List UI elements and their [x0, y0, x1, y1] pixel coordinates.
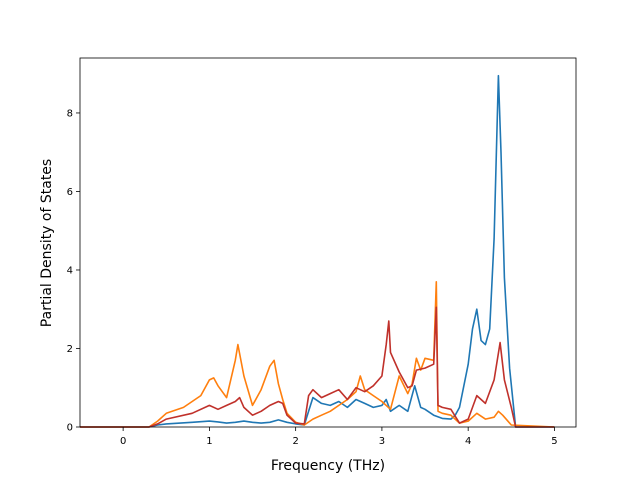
series-line-3 [80, 306, 555, 428]
series-line-2 [80, 280, 555, 428]
y-axis-ticks: 0 2 4 6 8 [67, 108, 80, 434]
plot-frame [79, 57, 577, 428]
x-tick-label: 1 [206, 436, 212, 447]
y-tick-label: 8 [67, 108, 73, 119]
series-line-1 [80, 74, 555, 428]
y-tick-label: 4 [67, 265, 73, 276]
y-tick-label: 0 [67, 423, 73, 434]
x-tick-label: 0 [120, 436, 126, 447]
y-tick-label: 6 [67, 187, 73, 198]
y-tick-label: 2 [67, 344, 73, 355]
x-tick-label: 2 [292, 436, 298, 447]
plot-lines [80, 74, 555, 428]
y-axis-label: Partial Density of States [39, 159, 55, 327]
x-axis-label: Frequency (THz) [271, 458, 385, 474]
x-tick-label: 3 [379, 436, 385, 447]
x-tick-label: 5 [551, 436, 557, 447]
x-tick-label: 4 [465, 436, 471, 447]
x-axis-ticks: 0 1 2 3 4 5 [120, 427, 558, 447]
